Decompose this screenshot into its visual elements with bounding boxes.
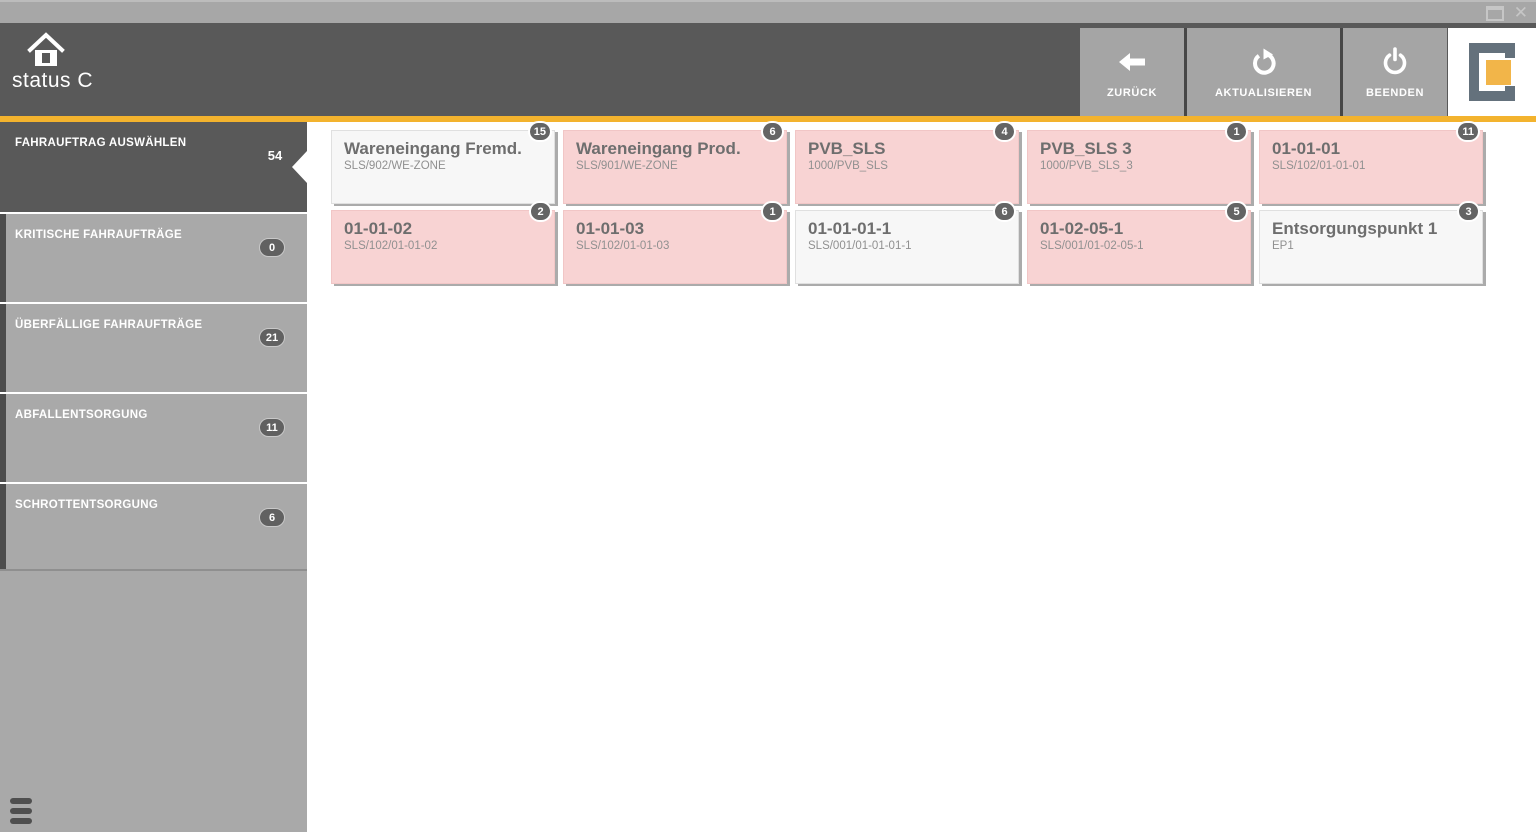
sidebar-item-label: KRITISCHE FAHRAUFTRÄGE bbox=[15, 229, 182, 241]
refresh-icon bbox=[1248, 45, 1280, 79]
tile-count-badge: 1 bbox=[761, 201, 784, 222]
accent-bar bbox=[0, 116, 1536, 122]
tile-title: PVB_SLS bbox=[808, 139, 886, 158]
tile-title: 01-01-03 bbox=[576, 219, 645, 238]
tile-01-01-01-1[interactable]: 6 01-01-01-1 SLS/001/01-01-01-1 bbox=[795, 201, 1019, 284]
tile-subtitle: 1000/PVB_SLS_3 bbox=[1040, 160, 1133, 172]
tile-count-badge: 1 bbox=[1225, 121, 1248, 142]
tile-subtitle: SLS/901/WE-ZONE bbox=[576, 160, 678, 172]
tile-subtitle: SLS/001/01-02-05-1 bbox=[1040, 240, 1144, 252]
tile-subtitle: SLS/102/01-01-01 bbox=[1272, 160, 1366, 172]
sidebar-item-count-badge: 6 bbox=[259, 508, 285, 527]
window-controls: ✕ bbox=[1485, 3, 1528, 22]
sidebar-item-label: FAHRAUFTRAG AUSWÄHLEN bbox=[15, 137, 187, 149]
tile-count-badge: 2 bbox=[529, 201, 552, 222]
sidebar-item-count-badge: 0 bbox=[259, 238, 285, 257]
sidebar-item-count-badge: 21 bbox=[259, 328, 285, 347]
sidebar-item-label: SCHROTTENTSORGUNG bbox=[15, 499, 159, 511]
tile-subtitle: EP1 bbox=[1272, 240, 1294, 252]
home-icon bbox=[27, 32, 65, 66]
back-button-label: ZURÜCK bbox=[1106, 87, 1158, 99]
back-arrow-icon bbox=[1116, 45, 1148, 79]
tile-subtitle: 1000/PVB_SLS bbox=[808, 160, 888, 172]
tile-count-badge: 5 bbox=[1225, 201, 1248, 222]
tile-count-badge: 4 bbox=[993, 121, 1016, 142]
sidebar-item-abfallentsorgung[interactable]: ABFALLENTSORGUNG 11 bbox=[0, 394, 307, 482]
tile-wareneingang-prod[interactable]: 6 Wareneingang Prod. SLS/901/WE-ZONE bbox=[563, 121, 787, 204]
tile-count-badge: 6 bbox=[993, 201, 1016, 222]
sidebar-item-label: ÜBERFÄLLIGE FAHRAUFTRÄGE bbox=[15, 319, 203, 331]
home-button[interactable]: status C bbox=[12, 31, 93, 93]
tile-title: PVB_SLS 3 bbox=[1040, 139, 1132, 158]
selection-notch bbox=[292, 151, 307, 183]
quit-button[interactable]: BEENDEN bbox=[1343, 28, 1447, 116]
company-logo bbox=[1448, 28, 1536, 116]
tile-grid: 15 Wareneingang Fremd. SLS/902/WE-ZONE 6… bbox=[331, 121, 1483, 284]
quit-button-label: BEENDEN bbox=[1366, 87, 1424, 99]
tile-count-badge: 15 bbox=[527, 121, 552, 142]
tile-wareneingang-fremd[interactable]: 15 Wareneingang Fremd. SLS/902/WE-ZONE bbox=[331, 121, 555, 204]
tile-subtitle: SLS/102/01-01-03 bbox=[576, 240, 670, 252]
refresh-button[interactable]: AKTUALISIEREN bbox=[1187, 28, 1340, 116]
tile-entsorgungspunkt-1[interactable]: 3 Entsorgungspunkt 1 EP1 bbox=[1259, 201, 1483, 284]
menu-icon[interactable] bbox=[10, 798, 32, 828]
tile-subtitle: SLS/102/01-01-02 bbox=[344, 240, 438, 252]
sidebar-item-label: ABFALLENTSORGUNG bbox=[15, 409, 148, 421]
tile-01-01-01[interactable]: 11 01-01-01 SLS/102/01-01-01 bbox=[1259, 121, 1483, 204]
sidebar-item-count-badge: 11 bbox=[259, 418, 285, 437]
sidebar-item-ueberfaellige-fahrauftraege[interactable]: ÜBERFÄLLIGE FAHRAUFTRÄGE 21 bbox=[0, 304, 307, 392]
tile-title: 01-01-01 bbox=[1272, 139, 1341, 158]
tile-01-01-03[interactable]: 1 01-01-03 SLS/102/01-01-03 bbox=[563, 201, 787, 284]
sidebar-item-fahrauftrag-auswaehlen[interactable]: FAHRAUFTRAG AUSWÄHLEN 54 bbox=[0, 122, 307, 212]
header-nav: ZURÜCK AKTUALISIEREN BEE bbox=[1080, 28, 1447, 116]
tile-subtitle: SLS/902/WE-ZONE bbox=[344, 160, 446, 172]
tile-count-badge: 3 bbox=[1457, 201, 1480, 222]
refresh-button-label: AKTUALISIEREN bbox=[1214, 87, 1313, 99]
tile-title: Wareneingang Prod. bbox=[576, 139, 741, 158]
sidebar-separator bbox=[0, 569, 307, 571]
sidebar-item-count: 54 bbox=[267, 148, 283, 163]
tile-01-02-05-1[interactable]: 5 01-02-05-1 SLS/001/01-02-05-1 bbox=[1027, 201, 1251, 284]
tile-01-01-02[interactable]: 2 01-01-02 SLS/102/01-01-02 bbox=[331, 201, 555, 284]
window-titlebar: ✕ bbox=[0, 0, 1536, 23]
maximize-icon[interactable] bbox=[1485, 5, 1504, 21]
tile-pvb-sls[interactable]: 4 PVB_SLS 1000/PVB_SLS bbox=[795, 121, 1019, 204]
tile-count-badge: 6 bbox=[761, 121, 784, 142]
sidebar-item-schrottentsorgung[interactable]: SCHROTTENTSORGUNG 6 bbox=[0, 484, 307, 569]
close-icon[interactable]: ✕ bbox=[1513, 3, 1528, 22]
sidebar-background bbox=[0, 571, 307, 832]
tile-pvb-sls-3[interactable]: 1 PVB_SLS 3 1000/PVB_SLS_3 bbox=[1027, 121, 1251, 204]
tile-count-badge: 11 bbox=[1456, 121, 1480, 142]
company-logo-icon bbox=[1469, 43, 1515, 101]
sidebar-item-kritische-fahrauftraege[interactable]: KRITISCHE FAHRAUFTRÄGE 0 bbox=[0, 214, 307, 302]
tile-title: 01-01-01-1 bbox=[808, 219, 892, 238]
back-button[interactable]: ZURÜCK bbox=[1080, 28, 1184, 116]
tile-title: Entsorgungspunkt 1 bbox=[1272, 219, 1438, 238]
tile-title: 01-02-05-1 bbox=[1040, 219, 1124, 238]
tile-title: Wareneingang Fremd. bbox=[344, 139, 522, 158]
power-icon bbox=[1379, 45, 1411, 79]
brand-name: status C bbox=[12, 69, 94, 92]
tile-title: 01-01-02 bbox=[344, 219, 413, 238]
app-header: status C ZURÜCK AKTUALISIEREN bbox=[0, 23, 1536, 116]
sidebar: FAHRAUFTRAG AUSWÄHLEN 54 KRITISCHE FAHRA… bbox=[0, 122, 307, 834]
tile-subtitle: SLS/001/01-01-01-1 bbox=[808, 240, 912, 252]
